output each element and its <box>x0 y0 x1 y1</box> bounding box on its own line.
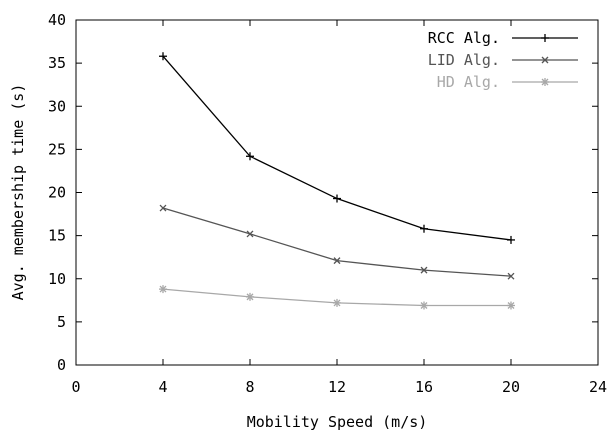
series-line <box>162 207 512 277</box>
legend-marker <box>541 56 549 64</box>
legend-label: LID Alg. <box>428 51 500 69</box>
data-point <box>246 152 254 161</box>
legend-entry: LID Alg. <box>428 51 578 69</box>
data-point <box>333 298 341 307</box>
legend-marker <box>541 34 549 42</box>
series-1 <box>159 52 515 244</box>
data-point <box>159 204 167 212</box>
y-tick-label: 35 <box>48 54 66 72</box>
series-layer <box>159 52 515 310</box>
x-tick-label: 4 <box>158 378 167 396</box>
y-tick-label: 15 <box>48 227 66 245</box>
legend-entry: RCC Alg. <box>428 29 578 47</box>
data-point <box>246 292 254 301</box>
legend-entry: HD Alg. <box>437 73 578 91</box>
y-tick-label: 40 <box>48 11 66 29</box>
x-tick-label: 12 <box>328 378 346 396</box>
data-point <box>420 266 428 274</box>
x-tick-label: 8 <box>245 378 254 396</box>
legend: RCC Alg. LID Alg. HD Alg. <box>428 29 578 91</box>
x-tick-label: 16 <box>415 378 433 396</box>
x-tick-label: 24 <box>589 378 607 396</box>
legend-label: HD Alg. <box>437 73 500 91</box>
y-tick-label: 20 <box>48 184 66 202</box>
y-tick-label: 5 <box>57 313 66 331</box>
legend-marker <box>541 78 549 86</box>
data-point <box>420 301 428 310</box>
x-tick-label: 0 <box>71 378 80 396</box>
plot-frame <box>75 19 599 366</box>
series-2 <box>159 204 515 280</box>
series-3 <box>159 285 515 310</box>
y-tick-label: 10 <box>48 270 66 288</box>
y-tick-label: 30 <box>48 97 66 115</box>
data-point <box>246 230 254 238</box>
x-axis: 0 4 8 12 16 20 24 <box>71 20 607 396</box>
data-point <box>420 224 428 233</box>
y-axis-label: Avg. membership time (s) <box>9 84 27 301</box>
legend-label: RCC Alg. <box>428 29 500 47</box>
data-point <box>333 257 341 265</box>
data-point <box>507 272 515 280</box>
x-axis-label: Mobility Speed (m/s) <box>247 413 428 431</box>
data-point <box>159 285 167 294</box>
y-tick-label: 0 <box>57 356 66 374</box>
data-point <box>333 194 341 203</box>
data-point <box>507 235 515 244</box>
y-axis: 0 5 10 15 20 25 30 35 40 <box>48 11 598 374</box>
data-point <box>507 301 515 310</box>
y-tick-label: 25 <box>48 140 66 158</box>
data-point <box>159 52 167 61</box>
x-tick-label: 20 <box>502 378 520 396</box>
